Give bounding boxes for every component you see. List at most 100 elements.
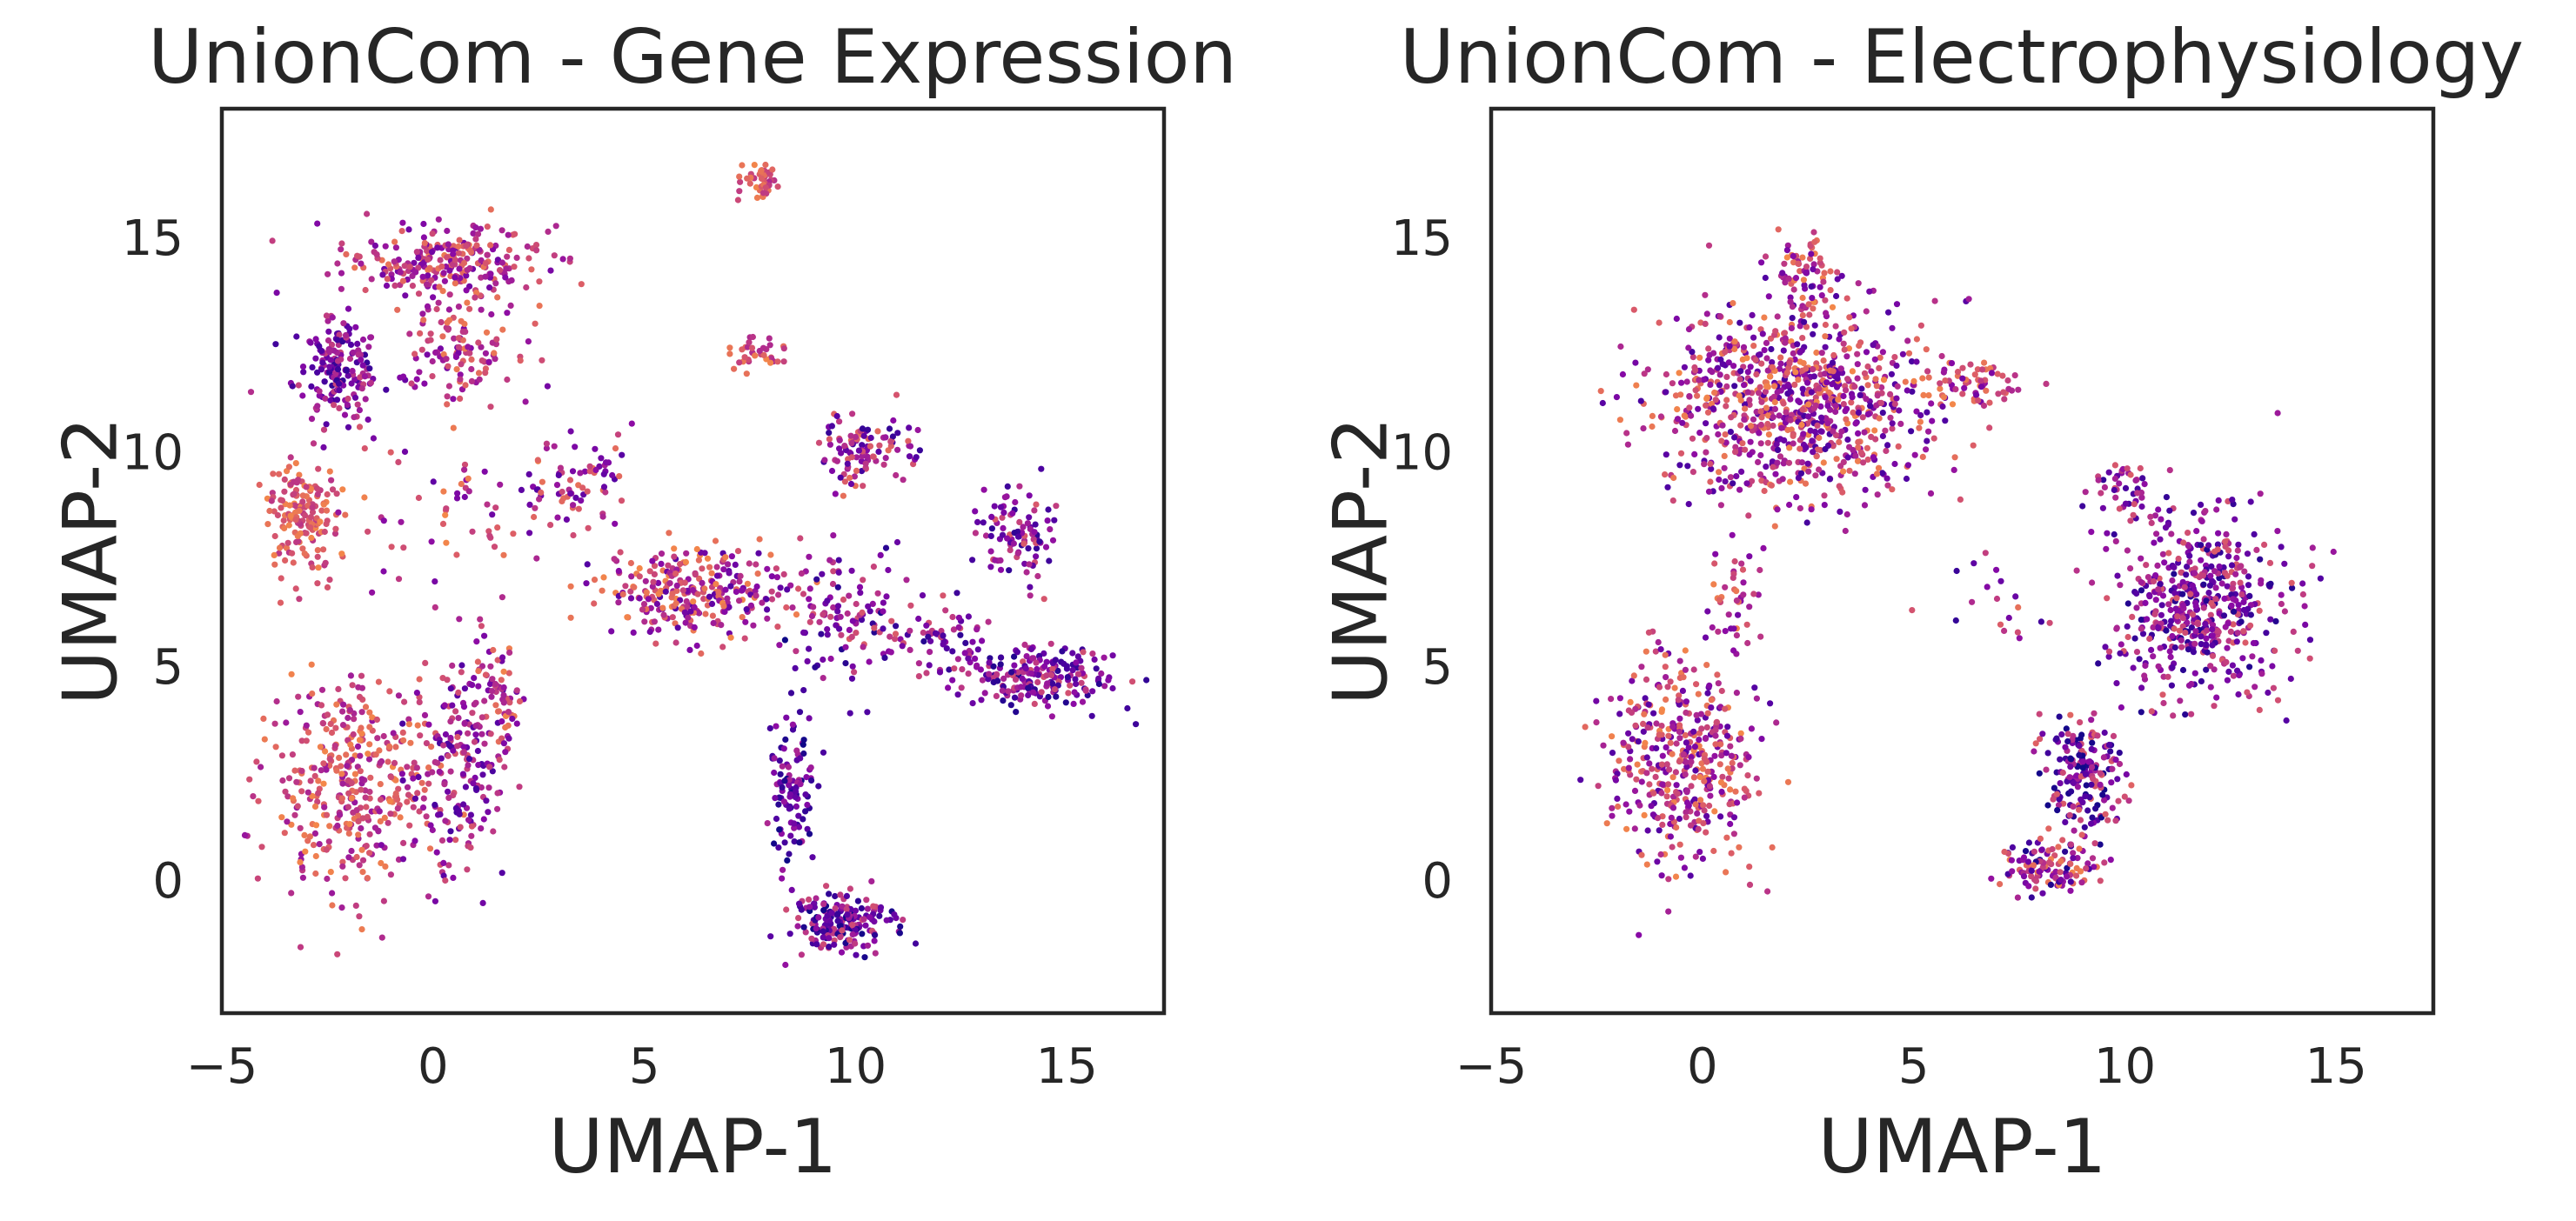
data-point [2281,608,2288,615]
data-point [253,758,260,765]
data-point [1917,411,1924,419]
data-point [773,574,781,581]
data-point [1750,590,1757,597]
data-point [405,791,412,798]
data-point [349,367,356,375]
data-point [1788,324,1795,331]
data-point [2151,539,2158,546]
data-point [500,740,508,747]
data-point [2133,590,2140,597]
data-point [299,545,306,552]
data-point [1701,461,1708,468]
data-point [2287,675,2294,683]
data-point [843,892,851,899]
data-point [324,711,331,718]
data-point [334,337,341,344]
data-point [2198,501,2205,509]
data-point [351,752,358,759]
data-point [2124,600,2131,607]
data-point [1765,412,1772,419]
data-point [1755,458,1762,466]
data-point [478,257,485,264]
data-point [1703,435,1710,442]
data-point [1821,270,1828,277]
data-point [2118,641,2124,648]
data-point [467,811,475,818]
data-point [288,821,295,828]
data-point [532,504,539,511]
data-point [411,350,418,357]
data-point [297,944,304,951]
data-point [1023,569,1030,576]
data-point [900,917,907,924]
data-point [1980,402,1988,410]
data-point [779,875,786,882]
x-tick-label: 10 [825,1038,887,1095]
data-point [463,272,470,279]
data-point [2102,811,2109,817]
data-point [828,467,836,475]
data-point [669,590,676,597]
data-point [362,794,369,801]
data-point [300,369,307,376]
data-point [1803,365,1810,372]
data-point [2218,580,2225,587]
data-point [965,613,972,620]
data-point [278,497,286,504]
data-point [2251,530,2258,538]
data-point [303,530,310,537]
data-point [1718,437,1725,444]
data-point [677,561,684,568]
data-point [2205,542,2212,549]
data-point [2247,498,2254,505]
data-point [1761,347,1768,354]
data-point [726,344,733,351]
data-point [1753,370,1760,378]
data-point [452,257,458,264]
data-point [1735,611,1742,618]
data-point [1924,368,1931,375]
data-point [959,666,966,673]
data-point [347,672,354,679]
data-point [1687,872,1694,879]
data-point [979,677,986,684]
data-point [2138,587,2145,594]
data-point [820,901,827,908]
data-point [774,358,781,365]
data-point [1810,261,1817,268]
data-point [2203,642,2210,649]
data-point [2036,770,2043,777]
data-point [1673,824,1680,831]
data-point [2105,469,2112,476]
data-point [419,273,426,280]
data-point [516,697,524,705]
data-point [848,440,855,447]
data-point [1757,421,1764,429]
data-point [1824,403,1831,410]
data-point [1663,451,1669,458]
data-point [1721,452,1728,460]
data-point [572,444,579,450]
data-point [1908,428,1915,435]
data-point [768,596,776,603]
data-point [2278,591,2285,598]
data-point [1696,737,1703,744]
data-point [1784,242,1791,249]
data-point [1741,382,1748,389]
data-point [490,828,497,835]
data-point [920,629,927,637]
data-point [463,243,470,250]
data-point [2079,758,2086,765]
data-point [1701,807,1708,814]
data-point [741,635,748,642]
data-point [649,557,656,564]
data-point [1942,417,1949,424]
data-point [1631,787,1639,795]
data-point [800,629,807,637]
data-point [786,805,793,812]
data-point [1665,732,1672,739]
data-point [718,622,725,629]
data-point [2191,670,2198,677]
data-point [2171,564,2178,571]
data-point [1714,364,1722,371]
